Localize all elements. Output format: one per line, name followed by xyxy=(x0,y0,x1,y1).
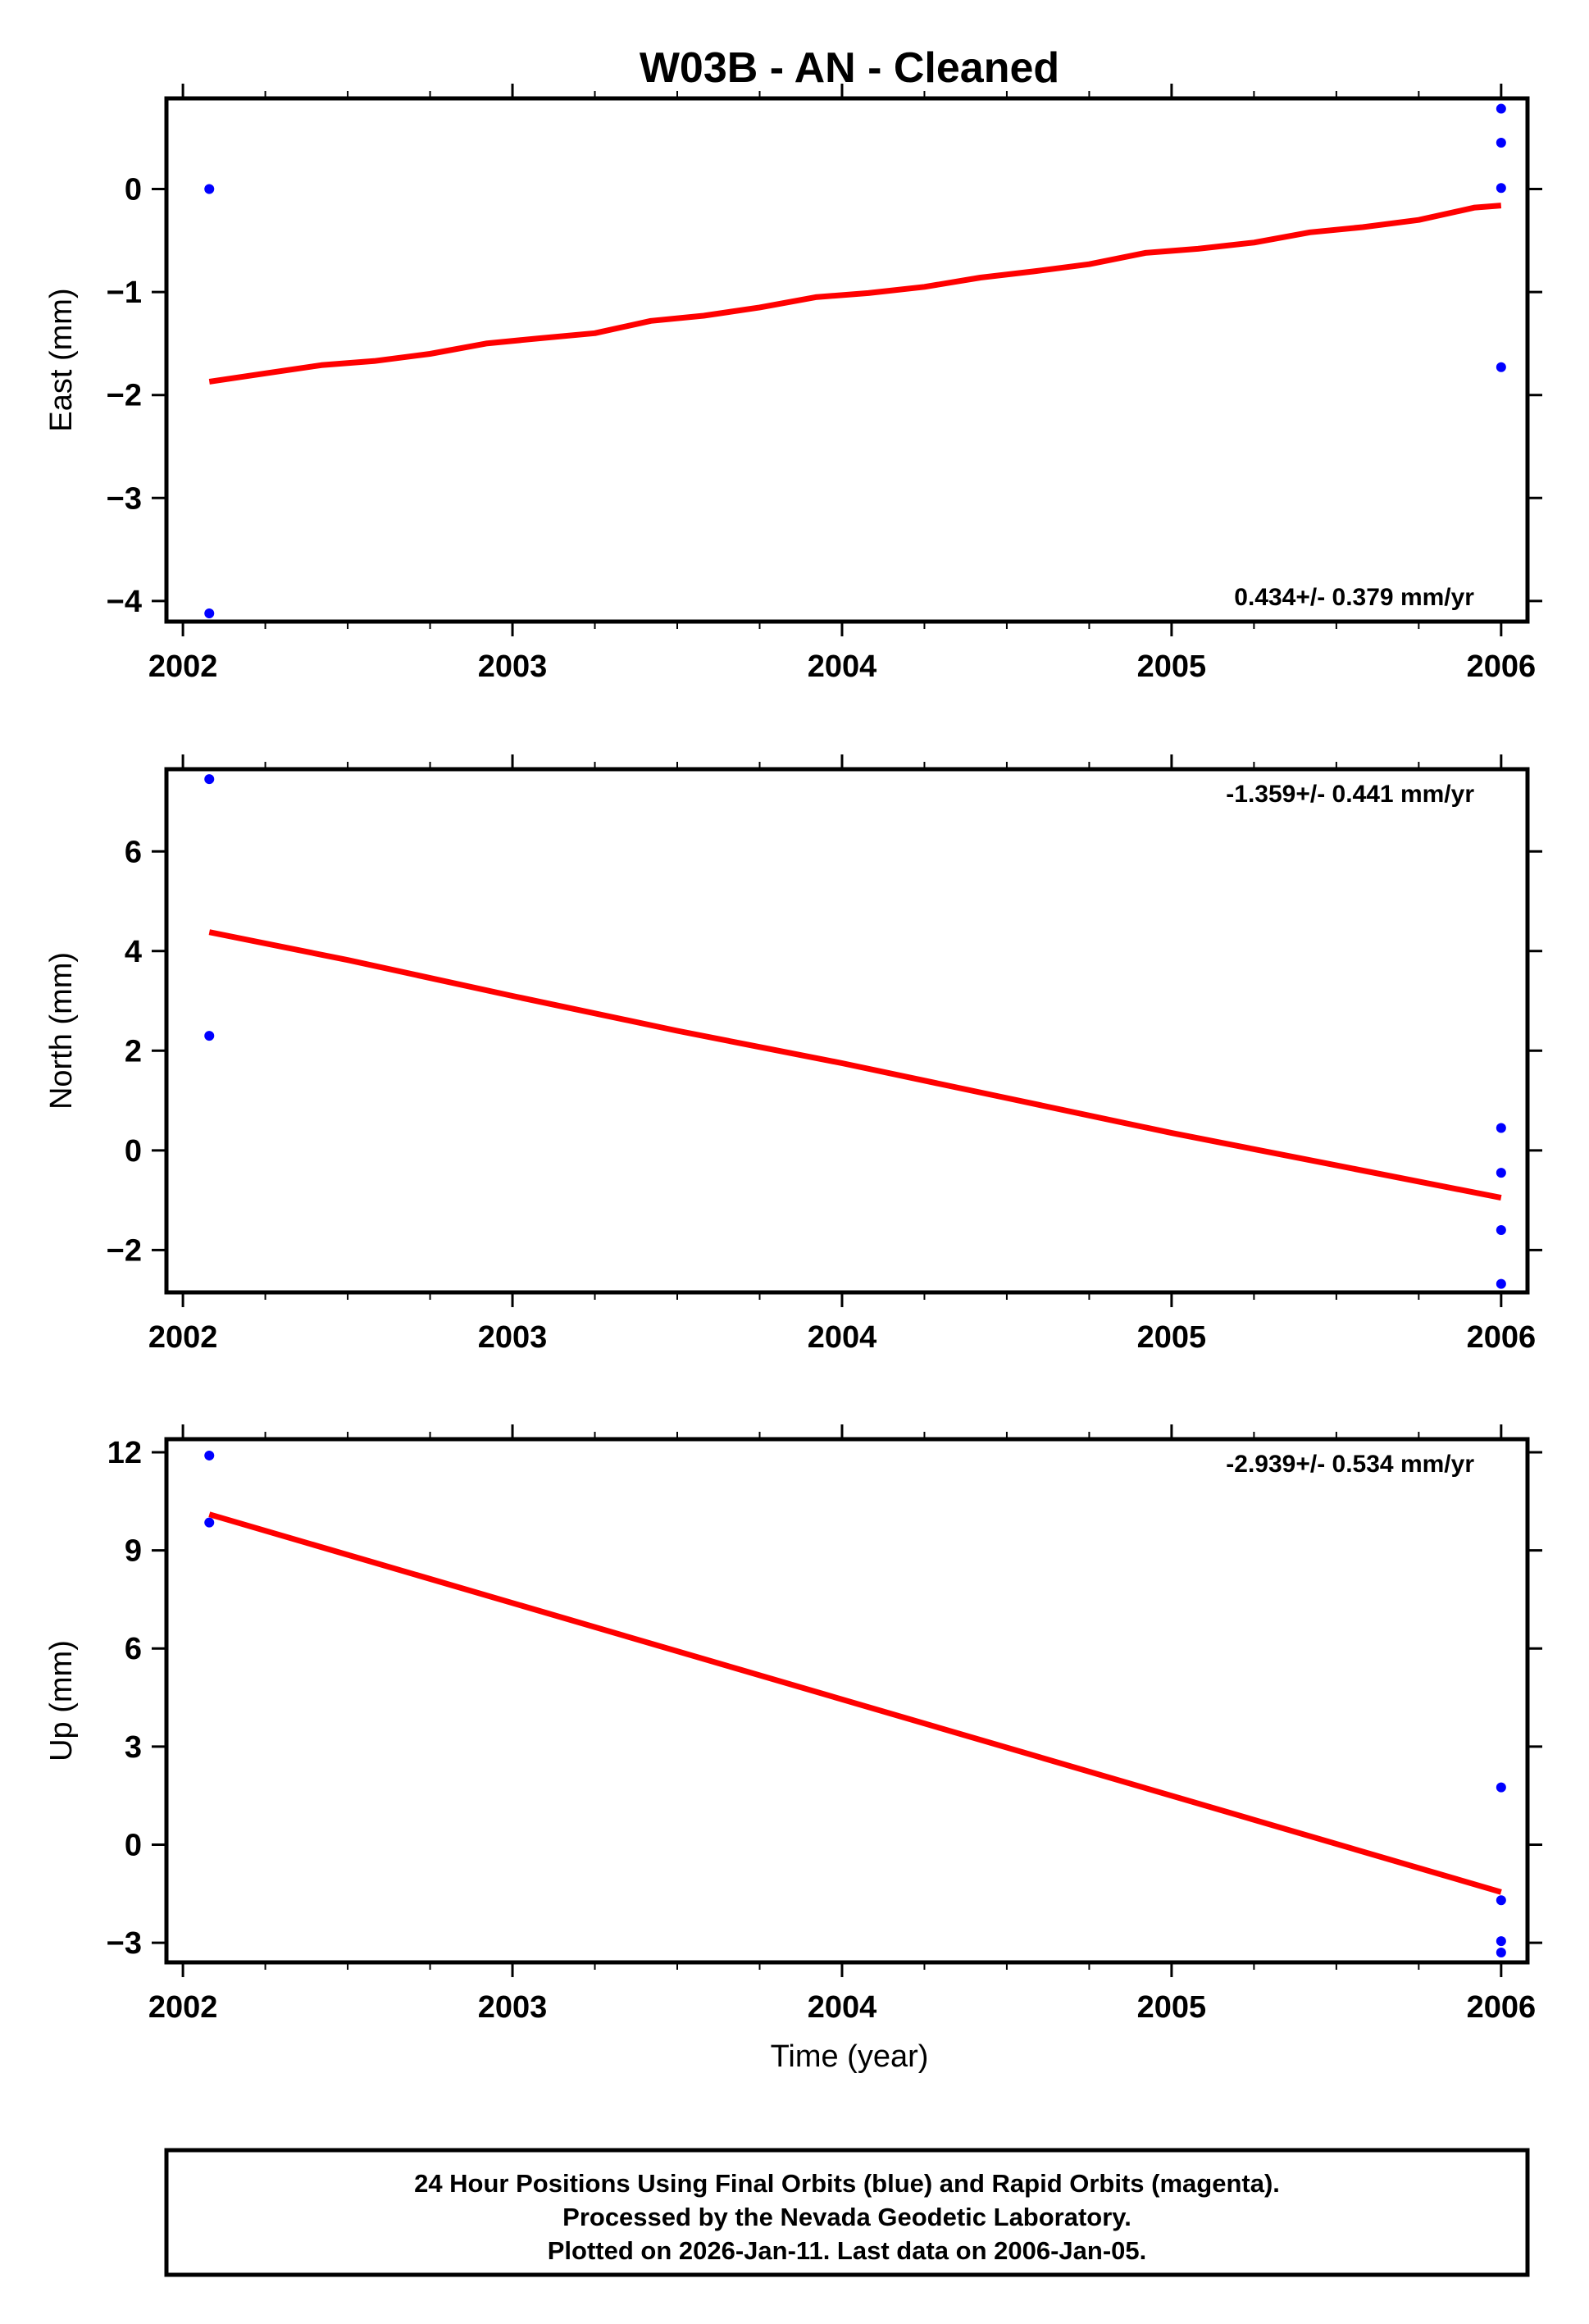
velocity-rate-label: 0.434+/- 0.379 mm/yr xyxy=(1234,584,1474,611)
data-point xyxy=(204,1031,215,1041)
data-point xyxy=(1496,183,1506,194)
x-tick-label: 2006 xyxy=(1467,1320,1537,1355)
model-trend-line xyxy=(208,203,1502,385)
data-point xyxy=(1496,103,1506,114)
y-tick-label: 0 xyxy=(125,1134,142,1169)
x-tick-label: 2004 xyxy=(808,1320,877,1355)
panel-2: 6 4 2 0 −2 2002 2003 2004 2005 2006 North (mm) -1.3… xyxy=(44,754,1542,1355)
x-tick-label: 2005 xyxy=(1137,649,1207,684)
x-tick-label: 2004 xyxy=(808,1990,877,2025)
data-point xyxy=(1496,1278,1506,1289)
y-tick-label: −3 xyxy=(107,1926,142,1961)
footer-box xyxy=(164,2148,1530,2277)
x-tick-label: 2002 xyxy=(148,649,218,684)
data-point xyxy=(1496,362,1506,372)
x-tick-label: 2003 xyxy=(478,1990,548,2025)
figure-title: W03B - AN - Cleaned xyxy=(640,44,1059,92)
x-tick-label: 2003 xyxy=(478,649,548,684)
y-tick-label: −1 xyxy=(107,276,142,310)
x-tick-label: 2002 xyxy=(148,1320,218,1355)
y-tick-label: −3 xyxy=(107,481,142,516)
y-tick-label: 6 xyxy=(125,1632,142,1666)
y-axis-label: East (mm) xyxy=(44,288,79,431)
y-tick-label: 4 xyxy=(125,935,142,969)
y-tick-label: 2 xyxy=(125,1034,142,1069)
data-point xyxy=(204,184,215,194)
velocity-rate-label: -2.939+/- 0.534 mm/yr xyxy=(1226,1451,1474,1478)
data-point xyxy=(1496,1168,1506,1178)
plot-frame xyxy=(164,1437,1530,1965)
footer-line-2: Processed by the Nevada Geodetic Laborat… xyxy=(562,2203,1131,2231)
x-tick-label: 2006 xyxy=(1467,649,1537,684)
x-tick-label: 2005 xyxy=(1137,1990,1207,2025)
data-point xyxy=(1496,138,1506,148)
x-tick-label: 2005 xyxy=(1137,1320,1207,1355)
data-point xyxy=(1496,1936,1506,1947)
y-tick-label: 12 xyxy=(107,1436,142,1470)
velocity-rate-label: -1.359+/- 0.441 mm/yr xyxy=(1226,781,1474,808)
footer-line-1: 24 Hour Positions Using Final Orbits (bl… xyxy=(414,2169,1280,2198)
x-tick-label: 2002 xyxy=(148,1990,218,2025)
x-tick-label: 2004 xyxy=(808,649,877,684)
model-trend-line xyxy=(208,1511,1502,1895)
x-tick-label: 2006 xyxy=(1467,1990,1537,2025)
footer-line-3: Plotted on 2026-Jan-11. Last data on 200… xyxy=(548,2236,1146,2265)
data-point xyxy=(1496,1895,1506,1906)
y-tick-label: 0 xyxy=(125,173,142,207)
data-point xyxy=(1496,1225,1506,1236)
y-axis-label: North (mm) xyxy=(44,952,79,1110)
data-point xyxy=(204,774,215,785)
y-tick-label: −4 xyxy=(107,585,142,619)
x-tick-label: 2003 xyxy=(478,1320,548,1355)
data-point xyxy=(204,608,215,618)
y-tick-label: 0 xyxy=(125,1828,142,1862)
y-tick-label: 3 xyxy=(125,1730,142,1765)
model-trend-line xyxy=(208,929,1502,1201)
data-point xyxy=(1496,1948,1506,1958)
x-axis-label: Time (year) xyxy=(771,2039,929,2074)
data-point xyxy=(1496,1123,1506,1133)
data-point xyxy=(204,1517,215,1528)
data-point xyxy=(204,1450,215,1460)
y-axis-label: Up (mm) xyxy=(44,1640,79,1761)
y-tick-label: −2 xyxy=(107,1233,142,1268)
plot-frame xyxy=(164,96,1530,624)
y-tick-label: 9 xyxy=(125,1534,142,1569)
y-tick-label: 6 xyxy=(125,835,142,869)
y-tick-label: −2 xyxy=(107,379,142,413)
plot-frame xyxy=(164,767,1530,1295)
data-point xyxy=(1496,1782,1506,1793)
